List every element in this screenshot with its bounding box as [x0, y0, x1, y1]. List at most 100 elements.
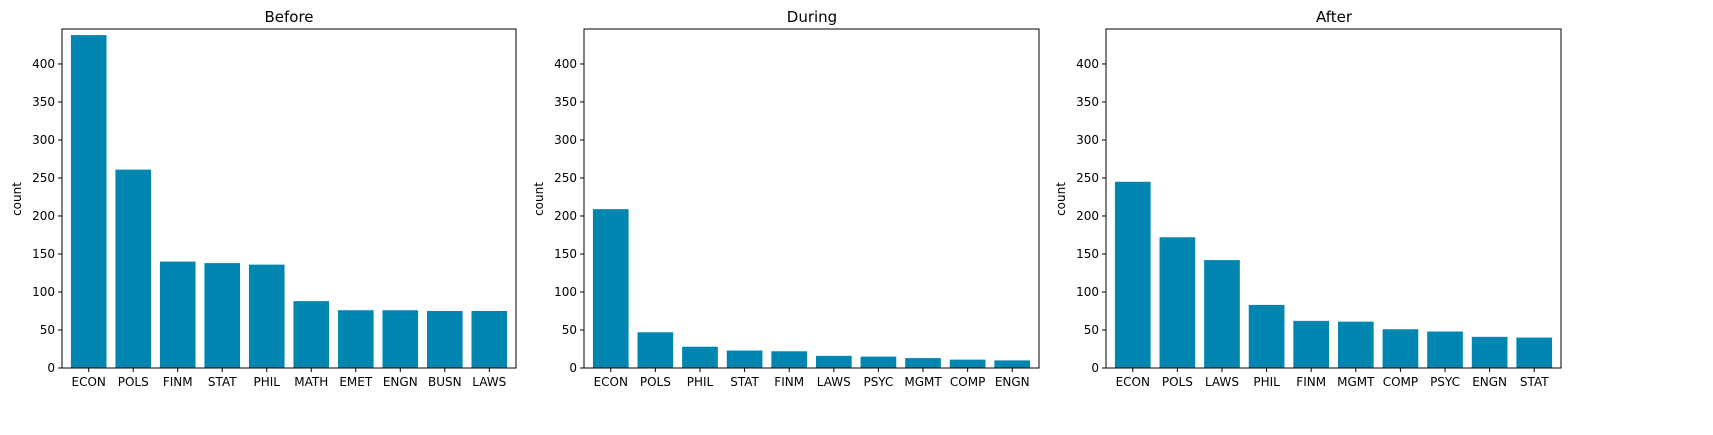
- bar-laws: [471, 310, 508, 368]
- x-tick-label: PSYC: [863, 375, 893, 389]
- y-axis-label: count: [532, 182, 546, 216]
- bar-phil: [1248, 304, 1285, 368]
- axes-frame: [1105, 28, 1562, 369]
- x-tick-label: MGMT: [904, 375, 942, 389]
- y-tick-label: 100: [32, 285, 55, 299]
- bar-busn: [426, 310, 463, 368]
- x-tick-label: MGMT: [1337, 375, 1375, 389]
- x-tick-label: EMET: [339, 375, 373, 389]
- y-tick-label: 100: [554, 285, 577, 299]
- x-tick-label: BUSN: [428, 375, 462, 389]
- y-tick-label: 350: [554, 95, 577, 109]
- x-tick-label: STAT: [208, 375, 237, 389]
- x-tick-label: PSYC: [1430, 375, 1460, 389]
- axes-frame: [583, 28, 1040, 369]
- y-tick-label: 350: [32, 95, 55, 109]
- y-tick-label: 200: [32, 209, 55, 223]
- axes-frame: [61, 28, 517, 369]
- y-tick-label: 0: [569, 361, 577, 375]
- bar-pols: [115, 169, 152, 368]
- y-axis-label: count: [10, 182, 24, 216]
- y-tick-label: 150: [554, 247, 577, 261]
- panel-after: After count 0 50 100 150 200 250 300 350 400 ECON…: [1054, 8, 1562, 389]
- bar-finm: [159, 261, 196, 368]
- y-tick-label: 250: [1076, 171, 1099, 185]
- x-tick-label: PHIL: [687, 375, 714, 389]
- y-tick-label: 300: [554, 133, 577, 147]
- y-tick-label: 200: [554, 209, 577, 223]
- bar-engn: [994, 360, 1031, 368]
- panel-before: Before count 0 50 100 150 200 250 300 350 400 ECO…: [10, 8, 517, 389]
- bar-comp: [949, 359, 986, 368]
- x-tick-label: FINM: [1296, 375, 1326, 389]
- bar-mgmt: [905, 358, 941, 368]
- x-tick-label: STAT: [730, 375, 759, 389]
- y-tick-label: 300: [32, 133, 55, 147]
- x-tick-label: LAWS: [817, 375, 851, 389]
- bar-laws: [815, 355, 852, 368]
- x-tick-label: COMP: [1383, 375, 1418, 389]
- panel-title: During: [787, 8, 837, 26]
- bar-econ: [70, 35, 107, 368]
- x-tick-label: POLS: [640, 375, 671, 389]
- bar-engn: [382, 310, 419, 368]
- bar-psyc: [1427, 331, 1463, 368]
- x-tick-label: FINM: [774, 375, 804, 389]
- y-tick-label: 100: [1076, 285, 1099, 299]
- x-tick-label: PHIL: [1253, 375, 1280, 389]
- bar-mgmt: [1337, 321, 1374, 368]
- x-tick-label: FINM: [163, 375, 193, 389]
- bar-finm: [771, 351, 808, 368]
- y-tick-label: 150: [32, 247, 55, 261]
- x-tick-label: LAWS: [472, 375, 506, 389]
- y-axis-label: count: [1054, 182, 1068, 216]
- x-tick-label: PHIL: [254, 375, 281, 389]
- bar-engn: [1471, 336, 1508, 368]
- panel-title: Before: [264, 8, 313, 26]
- x-tick-label: POLS: [1162, 375, 1193, 389]
- bar-econ: [592, 209, 629, 368]
- bar-comp: [1382, 329, 1419, 368]
- y-tick-label: 400: [1076, 57, 1099, 71]
- bar-emet: [337, 310, 374, 368]
- x-tick-label: MATH: [294, 375, 328, 389]
- plot-area: 0 50 100 150 200 250 300 350 400 ECON POLS LAWS PHIL…: [1076, 28, 1562, 389]
- x-tick-label: ECON: [72, 375, 106, 389]
- bar-phil: [682, 346, 718, 368]
- x-tick-label: POLS: [118, 375, 149, 389]
- plot-area: 0 50 100 150 200 250 300 350 400 ECON POLS FINM STAT…: [32, 28, 517, 389]
- y-tick-label: 0: [47, 361, 55, 375]
- bar-psyc: [860, 356, 897, 368]
- bar-pols: [637, 332, 674, 368]
- plot-area: 0 50 100 150 200 250 300 350 400 ECON POLS PHIL STAT…: [554, 28, 1040, 389]
- bar-math: [293, 301, 330, 368]
- y-tick-label: 0: [1091, 361, 1099, 375]
- bar-econ: [1114, 181, 1151, 368]
- y-tick-label: 150: [1076, 247, 1099, 261]
- y-tick-label: 400: [32, 57, 55, 71]
- x-tick-label: COMP: [950, 375, 985, 389]
- y-tick-label: 250: [32, 171, 55, 185]
- panel-title: After: [1316, 8, 1353, 26]
- y-tick-label: 50: [1084, 323, 1099, 337]
- x-tick-label: ECON: [1116, 375, 1150, 389]
- y-tick-label: 50: [40, 323, 55, 337]
- bar-stat: [1516, 337, 1553, 368]
- y-tick-label: 250: [554, 171, 577, 185]
- bar-phil: [248, 264, 285, 368]
- y-tick-label: 350: [1076, 95, 1099, 109]
- y-tick-label: 50: [562, 323, 577, 337]
- bar-finm: [1293, 320, 1330, 368]
- bar-laws: [1204, 260, 1240, 368]
- x-tick-label: LAWS: [1205, 375, 1239, 389]
- bar-stat: [204, 263, 241, 368]
- x-tick-label: ECON: [594, 375, 628, 389]
- y-tick-label: 200: [1076, 209, 1099, 223]
- y-tick-label: 300: [1076, 133, 1099, 147]
- x-tick-label: ENGN: [1472, 375, 1507, 389]
- x-tick-label: ENGN: [995, 375, 1030, 389]
- bar-pols: [1159, 237, 1196, 368]
- x-tick-label: STAT: [1520, 375, 1549, 389]
- panel-during: During count 0 50 100 150 200 250 300 350 400 ECO…: [532, 8, 1040, 389]
